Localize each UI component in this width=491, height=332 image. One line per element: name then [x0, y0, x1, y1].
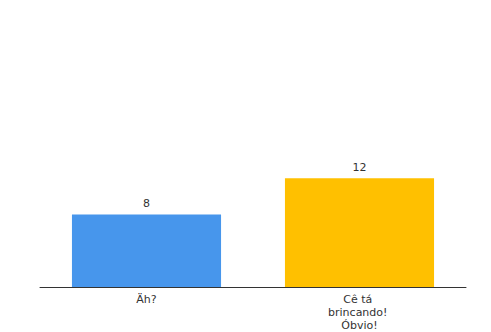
svg-text:8: 8 — [143, 197, 150, 210]
svg-text:brincando!: brincando! — [328, 306, 391, 319]
svg-text:Äh?: Äh? — [136, 293, 156, 306]
svg-text:12: 12 — [353, 161, 367, 174]
svg-text:Cê tá: Cê tá — [343, 293, 376, 306]
svg-text:Óbvio!: Óbvio! — [341, 319, 377, 332]
